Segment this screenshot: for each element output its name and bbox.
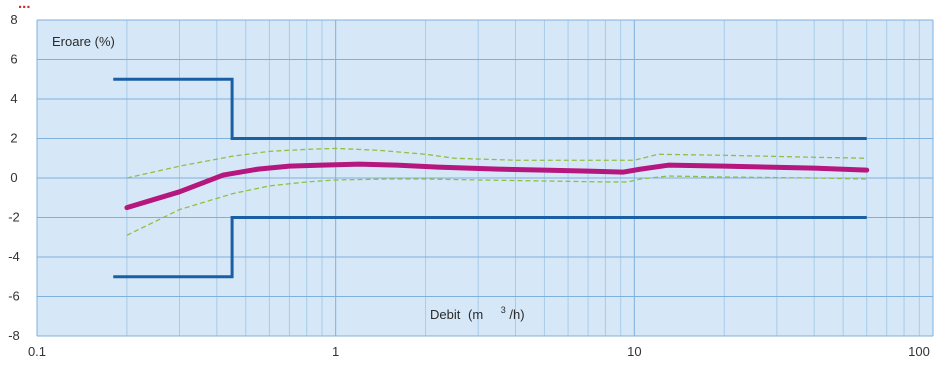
y-tick-label: -2 — [8, 210, 20, 225]
x-tick-label: 1 — [332, 344, 339, 359]
lower-limit-line — [113, 216, 867, 279]
y-tick-label: 2 — [10, 131, 17, 146]
y-tick-label: 4 — [10, 91, 17, 106]
y-tick-label: 6 — [10, 52, 17, 67]
y-axis-label: Eroare (%) — [52, 34, 115, 49]
y-tick-label: -8 — [8, 328, 20, 343]
y-tick-labels: 8 6 4 2 0 -2 -4 -6 -8 — [8, 12, 20, 343]
upper-tolerance-band — [126, 147, 867, 179]
series-layer — [113, 77, 870, 279]
x-tick-label: 100 — [908, 344, 930, 359]
y-tick-label: -4 — [8, 249, 20, 264]
upper-limit-line — [113, 77, 867, 140]
x-tick-label: 0.1 — [28, 344, 46, 359]
y-tick-label: 0 — [10, 170, 17, 185]
chart-title-fragment: ... — [18, 0, 31, 12]
x-tick-label: 10 — [627, 344, 641, 359]
y-tick-label: 8 — [10, 12, 17, 27]
x-axis-label: Debit (m 3 /h) — [430, 301, 525, 322]
x-tick-labels: 0.1 1 10 100 — [28, 344, 930, 359]
x-axis-label-unit: (m — [468, 307, 483, 322]
x-axis-label-post: /h) — [509, 307, 524, 322]
x-axis-label-main: Debit — [430, 307, 461, 322]
x-axis-label-sup: 3 — [501, 305, 506, 315]
y-tick-label: -6 — [8, 289, 20, 304]
error-curve — [124, 161, 870, 211]
lower-tolerance-band — [126, 175, 867, 236]
